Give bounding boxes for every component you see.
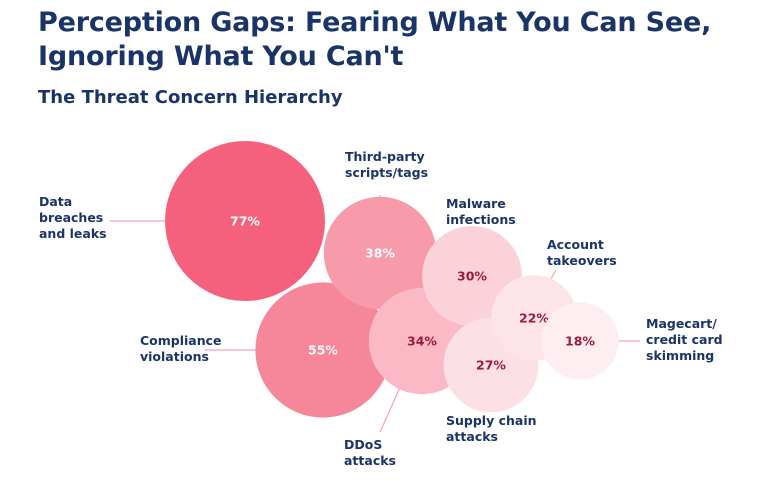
value-label-compliance-violations: 55% [308,343,338,358]
value-label-third-party-scripts-tags: 38% [365,246,395,261]
category-label-account-takeovers: Account takeovers [547,237,617,268]
bubble-data-breaches-and-leaks [165,141,325,301]
category-label-ddos-attacks: DDoS attacks [344,437,396,468]
value-label-supply-chain-attacks: 27% [476,358,506,373]
bubble-third-party-scripts-tags [323,196,437,310]
bubble-compliance-violations [255,282,391,418]
category-label-third-party-scripts-tags: Third-party scripts/tags [345,149,428,180]
category-label-supply-chain-attacks: Supply chain attacks [446,413,537,444]
chart-subtitle: The Threat Concern Hierarchy [38,87,343,108]
value-label-ddos-attacks: 34% [407,334,437,349]
category-label-data-breaches-and-leaks: Data breaches and leaks [39,194,107,241]
value-label-data-breaches-and-leaks: 77% [230,214,260,229]
value-label-malware-infections: 30% [457,269,487,284]
category-label-magecart-credit-card-skimming: Magecart/credit card skimming [646,316,723,363]
chart-title: Perception Gaps: Fearing What You Can Se… [38,6,711,74]
chart-title-line-1: Perception Gaps: Fearing What You Can Se… [38,7,712,38]
value-label-magecart-credit-card-skimming: 18% [565,334,595,349]
category-label-compliance-violations: Compliance violations [140,333,222,364]
category-label-malware-infections: Malware infections [446,196,516,227]
chart-title-line-2: Ignoring What You Can't [38,41,404,72]
value-label-account-takeovers: 22% [519,311,549,326]
bubble-magecart-credit-card-skimming [541,302,619,380]
